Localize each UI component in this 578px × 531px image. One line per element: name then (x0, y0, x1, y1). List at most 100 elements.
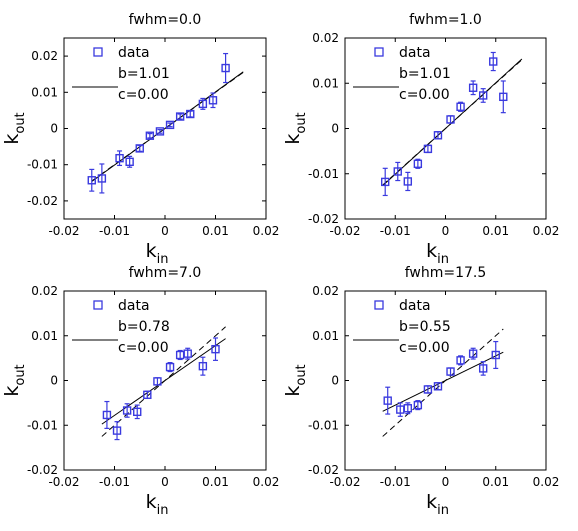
x-tick-label: 0.02 (533, 224, 560, 238)
data-point (456, 101, 465, 112)
square-marker (183, 349, 192, 358)
data-point (491, 340, 500, 370)
square-marker (112, 426, 122, 435)
y-axis-label-main: k (1, 386, 23, 397)
y-tick-label: -0.02 (308, 463, 339, 477)
x-tick-label: 0.01 (482, 224, 509, 238)
square-marker (143, 390, 152, 400)
data-point (423, 144, 433, 154)
legend-marker (374, 300, 384, 310)
square-marker (186, 109, 195, 119)
data-point (115, 150, 124, 167)
square-marker (153, 377, 162, 386)
legend: data b=0.55 c=0.00 (353, 298, 451, 356)
fit-line (91, 71, 244, 182)
x-tick-label: 0.02 (253, 224, 280, 238)
square-marker (468, 349, 478, 358)
x-tick-label: 0 (161, 475, 169, 489)
y-axis-label: kout (1, 364, 28, 396)
data-point (478, 361, 488, 376)
square-marker (478, 364, 488, 373)
square-marker (403, 404, 413, 413)
data-point (135, 144, 144, 153)
square-marker (446, 115, 455, 124)
y-axis-label-main: k (1, 134, 23, 145)
y-tick-label: -0.02 (308, 212, 339, 226)
legend: data b=0.78 c=0.00 (72, 298, 170, 356)
square-marker (446, 367, 455, 376)
legend-c-label: c=0.00 (118, 340, 169, 356)
square-marker (145, 131, 155, 140)
identity-line (382, 328, 504, 437)
x-axis-label: kin (426, 491, 449, 518)
data-point (155, 127, 165, 136)
y-axis-label-sub: out (294, 364, 309, 385)
x-axis-label-main: k (426, 240, 437, 262)
data-point (112, 421, 122, 441)
square-marker (165, 362, 175, 372)
subplot-title: fwhm=1.0 (409, 12, 482, 28)
data-point (153, 377, 162, 386)
y-tick-label: 0.01 (31, 85, 58, 99)
square-marker (198, 361, 208, 371)
y-tick-label: 0.01 (312, 329, 339, 343)
data-point (211, 337, 220, 361)
x-tick-label: -0.01 (380, 224, 411, 238)
y-tick-label: -0.02 (27, 463, 58, 477)
data-point (456, 355, 465, 366)
x-axis-label-sub: in (437, 503, 449, 518)
legend-data-label: data (399, 45, 431, 61)
data-point (381, 167, 390, 197)
square-marker (456, 356, 465, 365)
legend-marker (374, 47, 384, 57)
data-point (122, 403, 132, 418)
data-point (145, 131, 155, 140)
square-marker (491, 350, 500, 360)
subplot-1: -0.02 -0.01 0 0.01 0.02 -0.02 -0.01 0 0.01 0.02 fw… (1, 12, 279, 267)
square-marker (198, 99, 208, 109)
square-marker (393, 167, 402, 176)
legend-c-label: c=0.00 (118, 87, 169, 103)
data-point (208, 92, 218, 109)
square-marker (135, 144, 144, 153)
y-tick-label: -0.01 (27, 418, 58, 432)
data-point (133, 404, 142, 420)
data-point (489, 51, 498, 72)
subplot-2: -0.02 -0.01 0 0.01 0.02 -0.02 -0.01 0 0.01 0.02 fw… (282, 12, 559, 267)
x-axis-label-sub: in (437, 252, 449, 267)
square-marker (433, 382, 443, 391)
legend-marker (93, 300, 103, 310)
legend: data b=1.01 c=0.00 (353, 45, 451, 103)
legend-b-label: b=0.78 (118, 319, 170, 335)
y-tick-label: 0 (331, 374, 339, 388)
y-axis-label-sub: out (294, 112, 309, 133)
data-point (383, 386, 392, 415)
legend-c-label: c=0.00 (399, 87, 450, 103)
x-tick-label: -0.01 (99, 475, 130, 489)
x-axis-label-main: k (146, 240, 157, 262)
x-axis-label: kin (426, 240, 449, 267)
x-tick-label: 0.01 (202, 475, 229, 489)
square-marker (208, 96, 218, 105)
y-axis-label-main: k (282, 386, 304, 397)
y-axis-label: kout (1, 112, 28, 144)
legend-data-label: data (118, 45, 150, 61)
square-marker (468, 83, 478, 92)
x-axis-label-main: k (426, 491, 437, 513)
y-tick-label: 0.02 (31, 49, 58, 63)
square-marker (115, 153, 124, 163)
data-point (478, 88, 488, 103)
y-tick-label: 0.01 (31, 329, 58, 343)
data-point (186, 109, 195, 119)
y-axis-label-sub: out (13, 364, 28, 385)
data-point (468, 80, 478, 96)
square-marker (423, 144, 433, 154)
legend-b-label: b=1.01 (118, 66, 170, 82)
data-point (87, 168, 96, 192)
data-point (446, 115, 455, 124)
x-axis-label: kin (146, 491, 169, 518)
square-marker (133, 407, 142, 417)
data-point (446, 367, 455, 376)
y-tick-label: 0.01 (312, 76, 339, 90)
x-tick-label: -0.02 (329, 224, 360, 238)
